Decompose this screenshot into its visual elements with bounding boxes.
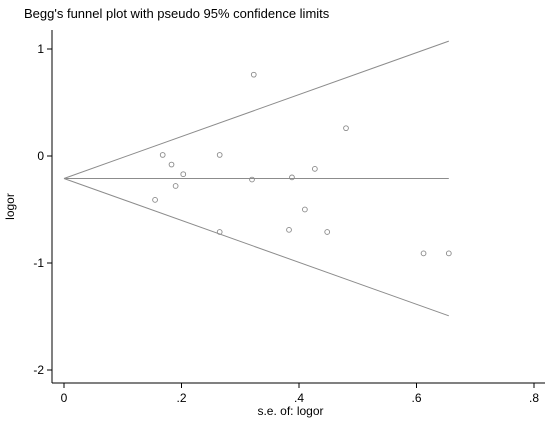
y-axis-ticks: 1 0 -1 -2 xyxy=(33,42,52,377)
data-point xyxy=(289,174,295,181)
y-tick-label: -1 xyxy=(33,256,44,270)
data-point xyxy=(216,229,223,235)
x-tick-label: .8 xyxy=(529,391,539,405)
data-point xyxy=(324,229,331,235)
data-point xyxy=(286,226,292,233)
data-point xyxy=(249,176,255,183)
x-axis-ticks: 0 .2 .4 .6 .8 xyxy=(61,383,539,405)
data-point xyxy=(152,197,158,203)
upper-confidence-limit-line xyxy=(63,40,449,179)
lower-confidence-limit-line xyxy=(63,177,449,317)
data-points xyxy=(152,71,452,257)
data-point xyxy=(312,165,318,172)
funnel-lines xyxy=(63,40,449,317)
data-point xyxy=(302,206,308,213)
x-tick-label: .6 xyxy=(411,391,421,405)
y-tick-label: -2 xyxy=(33,363,44,377)
data-point xyxy=(343,125,349,132)
data-point xyxy=(445,250,452,257)
data-point xyxy=(172,183,179,189)
data-point xyxy=(250,71,257,78)
x-tick-label: .4 xyxy=(294,391,304,405)
x-tick-label: .2 xyxy=(176,391,186,405)
chart-title: Begg's funnel plot with pseudo 95% confi… xyxy=(24,6,330,21)
data-point xyxy=(180,171,187,178)
y-tick-label: 0 xyxy=(37,149,44,163)
data-point xyxy=(168,161,175,168)
data-point xyxy=(216,152,223,158)
y-tick-label: 1 xyxy=(37,42,44,56)
y-axis-label: logor xyxy=(3,193,17,220)
x-axis-label: s.e. of: logor xyxy=(257,404,323,418)
data-point xyxy=(420,250,427,257)
data-point xyxy=(159,152,166,158)
x-tick-label: 0 xyxy=(61,391,68,405)
